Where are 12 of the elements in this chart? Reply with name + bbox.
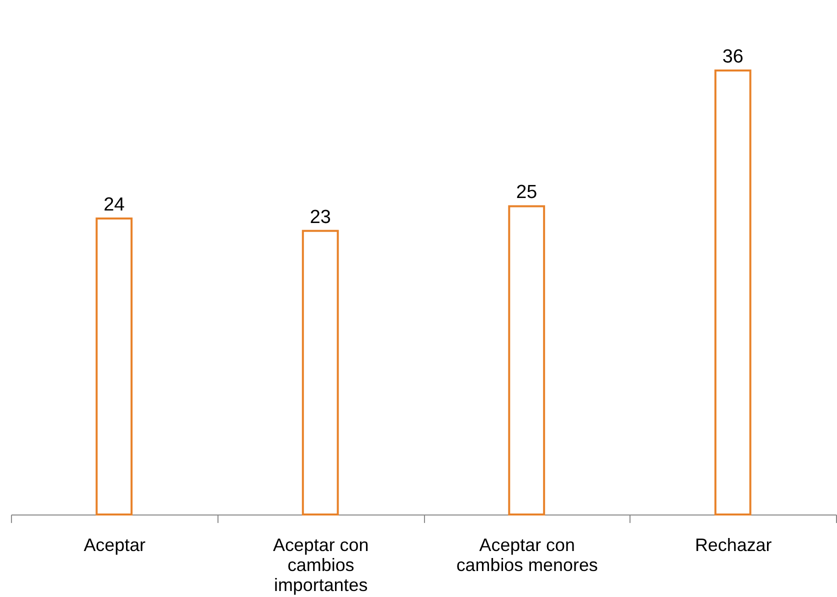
bar: [714, 70, 752, 516]
x-tick-label: Aceptar con cambios menores: [456, 534, 598, 575]
bar: [508, 205, 546, 516]
x-tick-label: Aceptar con cambios importantes: [272, 534, 369, 595]
data-label: 36: [722, 46, 744, 68]
x-tick-label: Rechazar: [694, 534, 772, 555]
data-label: 23: [310, 206, 331, 228]
x-tick-label: Aceptar: [84, 534, 146, 555]
data-label: 25: [516, 182, 538, 204]
data-label: 24: [104, 194, 125, 216]
bar: [302, 230, 339, 516]
bar: [96, 218, 133, 516]
